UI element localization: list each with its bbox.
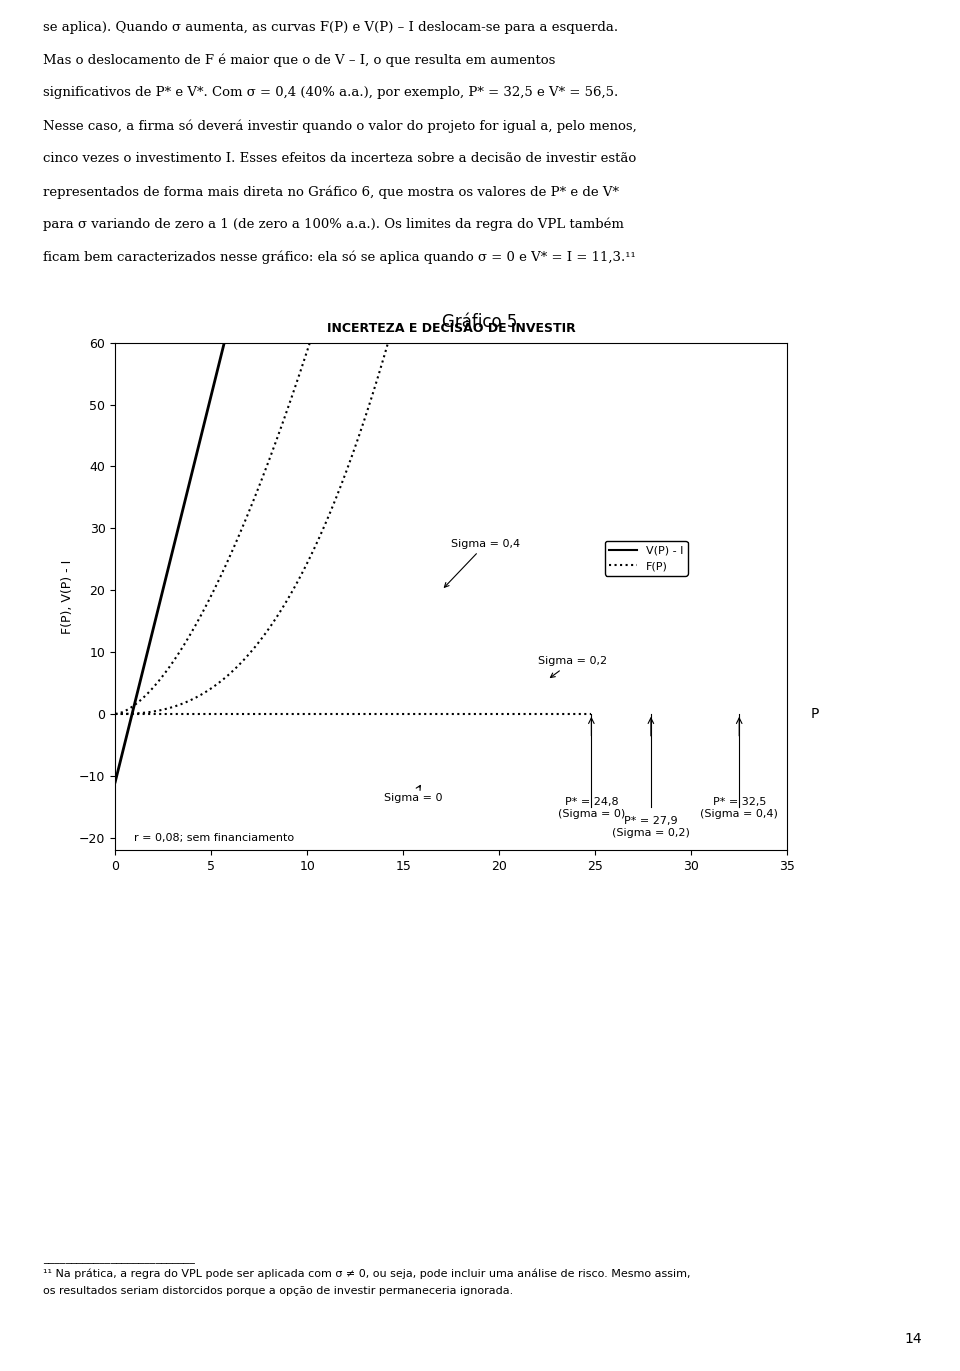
Text: representados de forma mais direta no Gráfico 6, que mostra os valores de P* e d: representados de forma mais direta no Gr… bbox=[43, 185, 619, 199]
Text: se aplica). Quando σ aumenta, as curvas F(P) e V(P) – I deslocam-se para a esque: se aplica). Quando σ aumenta, as curvas … bbox=[43, 21, 618, 33]
Text: ficam bem caracterizados nesse gráfico: ela só se aplica quando σ = 0 e V* = I =: ficam bem caracterizados nesse gráfico: … bbox=[43, 251, 636, 265]
Y-axis label: F(P), V(P) - I: F(P), V(P) - I bbox=[60, 559, 74, 633]
Text: Sigma = 0,2: Sigma = 0,2 bbox=[538, 657, 607, 677]
Text: P* = 32,5
(Sigma = 0,4): P* = 32,5 (Sigma = 0,4) bbox=[700, 798, 779, 818]
Text: P: P bbox=[810, 707, 819, 721]
Text: Sigma = 0,4: Sigma = 0,4 bbox=[444, 539, 520, 587]
Text: os resultados seriam distorcidos porque a opção de investir permaneceria ignorad: os resultados seriam distorcidos porque … bbox=[43, 1286, 514, 1296]
Text: Sigma = 0: Sigma = 0 bbox=[384, 786, 443, 802]
Text: P* = 24,8
(Sigma = 0): P* = 24,8 (Sigma = 0) bbox=[558, 798, 625, 818]
Text: ___________________________: ___________________________ bbox=[43, 1254, 195, 1264]
Text: Nesse caso, a firma só deverá investir quando o valor do projeto for igual a, pe: Nesse caso, a firma só deverá investir q… bbox=[43, 119, 636, 133]
Text: ¹¹ Na prática, a regra do VPL pode ser aplicada com σ ≠ 0, ou seja, pode incluir: ¹¹ Na prática, a regra do VPL pode ser a… bbox=[43, 1268, 690, 1279]
Text: Gráfico 5: Gráfico 5 bbox=[443, 313, 517, 332]
Text: para σ variando de zero a 1 (de zero a 100% a.a.). Os limites da regra do VPL ta: para σ variando de zero a 1 (de zero a 1… bbox=[43, 218, 624, 232]
Text: P* = 27,9
(Sigma = 0,2): P* = 27,9 (Sigma = 0,2) bbox=[612, 816, 690, 838]
Legend: V(P) - I, F(P): V(P) - I, F(P) bbox=[605, 542, 687, 576]
Text: cinco vezes o investimento I. Esses efeitos da incerteza sobre a decisão de inve: cinco vezes o investimento I. Esses efei… bbox=[43, 152, 636, 165]
Text: significativos de P* e V*. Com σ = 0,4 (40% a.a.), por exemplo, P* = 32,5 e V* =: significativos de P* e V*. Com σ = 0,4 (… bbox=[43, 86, 618, 99]
Text: r = 0,08; sem financiamento: r = 0,08; sem financiamento bbox=[134, 832, 295, 843]
Title: INCERTEZA E DECISÃO DE INVESTIR: INCERTEZA E DECISÃO DE INVESTIR bbox=[326, 322, 576, 335]
Text: 14: 14 bbox=[904, 1333, 922, 1346]
Text: Mas o deslocamento de F é maior que o de V – I, o que resulta em aumentos: Mas o deslocamento de F é maior que o de… bbox=[43, 53, 556, 67]
